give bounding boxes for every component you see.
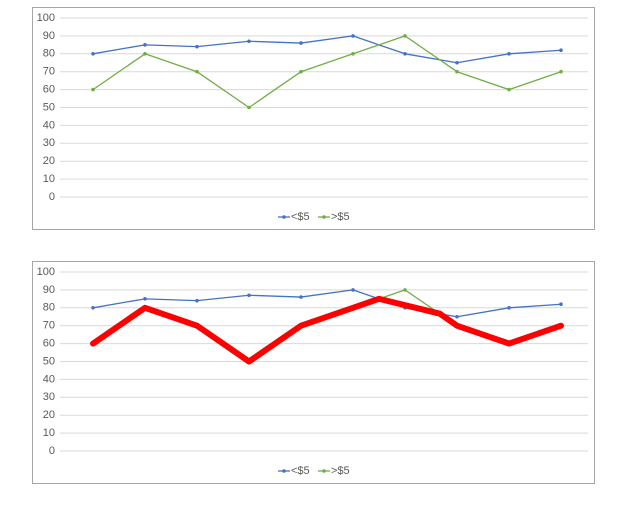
y-tick-label: 30	[43, 137, 55, 149]
series-marker	[91, 87, 95, 92]
legend-marker	[322, 215, 326, 219]
series-marker	[143, 43, 147, 47]
y-tick-label: 40	[43, 119, 55, 131]
series-marker	[455, 314, 459, 319]
legend-label: >$5	[331, 465, 350, 477]
series-marker	[195, 298, 199, 303]
legend-label: <$5	[291, 465, 310, 477]
series-marker	[559, 48, 563, 53]
series-marker	[507, 306, 511, 310]
y-tick-label: 80	[43, 48, 55, 60]
y-tick-label: 30	[43, 391, 55, 403]
series-line	[92, 35, 562, 64]
y-tick-label: 90	[43, 30, 55, 42]
y-tick-label: 70	[43, 66, 55, 78]
chart-frame	[32, 261, 595, 484]
series-marker	[195, 44, 199, 49]
series-marker	[559, 302, 563, 307]
series-marker	[507, 87, 511, 92]
y-tick-label: 60	[43, 84, 55, 96]
series-marker	[403, 52, 407, 56]
series-marker	[351, 288, 355, 292]
y-tick-label: 50	[43, 355, 55, 367]
series-marker	[91, 52, 95, 56]
y-tick-label: 20	[43, 409, 55, 421]
chart-frame	[32, 7, 595, 230]
y-tick-label: 100	[37, 12, 55, 24]
series-marker	[403, 288, 407, 292]
legend-label: <$5	[291, 211, 310, 223]
series-marker	[455, 60, 459, 65]
series-marker	[299, 41, 303, 45]
y-tick-label: 10	[43, 173, 55, 185]
series-marker	[559, 69, 563, 74]
series-marker	[507, 52, 511, 56]
series-marker	[403, 34, 407, 38]
y-tick-label: 10	[43, 427, 55, 439]
legend-marker	[322, 469, 326, 473]
series-line	[92, 35, 562, 109]
y-tick-label: 40	[43, 373, 55, 385]
legend-marker	[282, 469, 286, 473]
series-marker	[455, 69, 459, 74]
y-tick-label: 0	[49, 191, 55, 203]
y-tick-label: 50	[43, 101, 55, 113]
y-tick-label: 70	[43, 320, 55, 332]
legend-marker	[282, 215, 286, 219]
series-marker	[299, 295, 303, 299]
series-marker	[247, 39, 251, 44]
series-marker	[91, 306, 95, 310]
series-marker	[351, 52, 355, 56]
series-marker	[247, 105, 251, 110]
series-marker	[143, 52, 147, 56]
y-tick-label: 80	[43, 302, 55, 314]
series-line	[92, 289, 562, 318]
y-tick-label: 60	[43, 338, 55, 350]
series-marker	[351, 34, 355, 38]
y-tick-label: 0	[49, 445, 55, 457]
series-line	[90, 295, 564, 365]
series-marker	[195, 69, 199, 74]
y-tick-label: 20	[43, 155, 55, 167]
series-marker	[299, 69, 303, 74]
y-tick-label: 90	[43, 284, 55, 296]
legend-label: >$5	[331, 211, 350, 223]
y-tick-label: 100	[37, 266, 55, 278]
series-marker	[143, 297, 147, 301]
series-marker	[247, 293, 251, 298]
